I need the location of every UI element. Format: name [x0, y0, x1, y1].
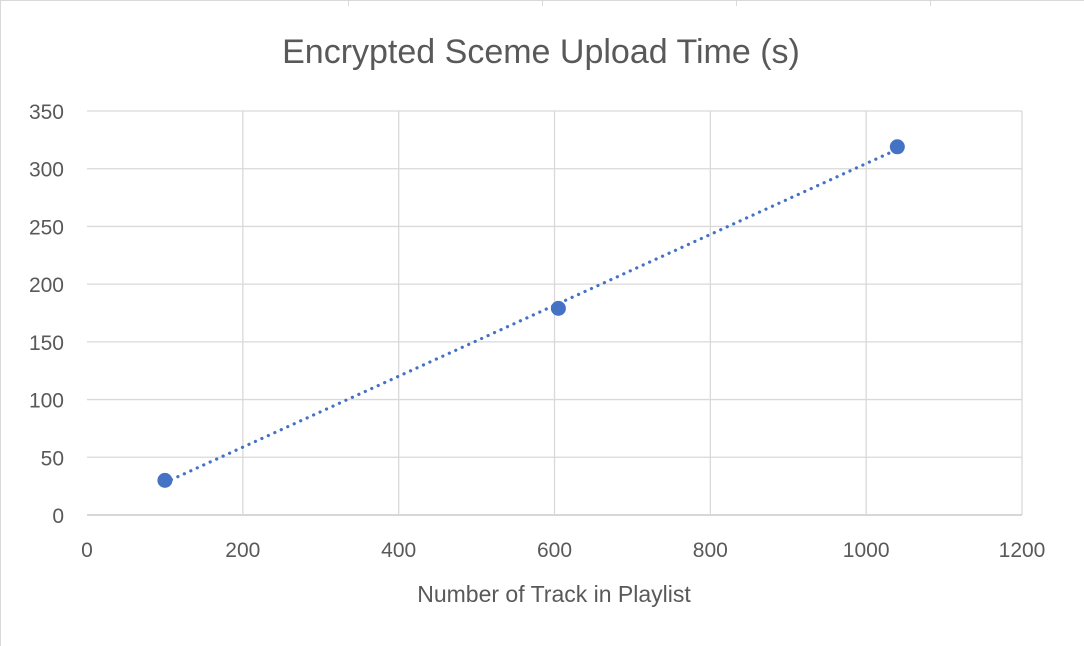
x-tick-label: 200 — [225, 539, 260, 562]
trendline-layer — [163, 147, 899, 485]
chart-title: Encrypted Sceme Upload Time (s) — [282, 33, 800, 71]
x-tick-label: 400 — [381, 539, 416, 562]
x-axis-title: Number of Track in Playlist — [417, 581, 691, 607]
y-tick-label: 100 — [29, 390, 64, 413]
data-point — [550, 300, 566, 316]
x-tick-label: 1200 — [999, 539, 1046, 562]
x-tick-label: 800 — [693, 539, 728, 562]
y-axis-ticks: 0 50 100 150 200 250 300 350 — [29, 101, 64, 528]
y-tick-label: 200 — [29, 274, 64, 297]
y-tick-label: 50 — [41, 447, 64, 470]
x-axis-ticks: 0 200 400 600 800 1000 1200 — [81, 539, 1045, 562]
x-tick-label: 1000 — [843, 539, 890, 562]
data-point — [889, 139, 905, 155]
y-tick-label: 0 — [52, 505, 64, 528]
x-tick-label: 600 — [537, 539, 572, 562]
y-tick-label: 350 — [29, 101, 64, 124]
y-tick-label: 300 — [29, 159, 64, 182]
y-tick-label: 250 — [29, 216, 64, 239]
trendline — [163, 147, 899, 485]
points-layer — [157, 139, 905, 488]
y-tick-label: 150 — [29, 332, 64, 355]
data-point — [157, 472, 173, 488]
x-tick-label: 0 — [81, 539, 93, 562]
